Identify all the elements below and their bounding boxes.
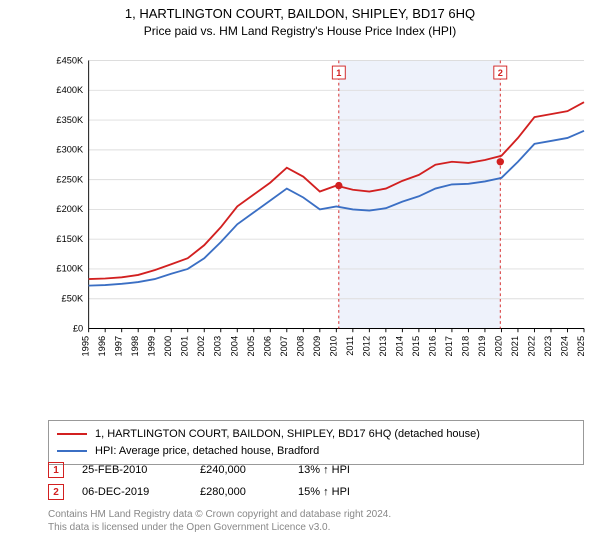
svg-text:£0: £0 xyxy=(73,323,83,333)
svg-text:2001: 2001 xyxy=(180,336,190,357)
svg-text:2021: 2021 xyxy=(510,336,520,357)
svg-text:2016: 2016 xyxy=(427,336,437,357)
svg-text:1997: 1997 xyxy=(114,336,124,357)
svg-text:2000: 2000 xyxy=(163,336,173,357)
datapoint-pct: 13% ↑ HPI xyxy=(298,464,378,476)
svg-text:£250K: £250K xyxy=(56,174,84,184)
legend-swatch xyxy=(57,450,87,452)
footer-line-2: This data is licensed under the Open Gov… xyxy=(48,521,584,534)
chart-subtitle: Price paid vs. HM Land Registry's House … xyxy=(0,21,600,42)
datapoint-pct: 15% ↑ HPI xyxy=(298,486,378,498)
svg-text:2015: 2015 xyxy=(411,336,421,357)
price-chart: £0 £50K £100K £150K £200K £250K £300K £350K £400… xyxy=(48,48,584,378)
svg-text:£450K: £450K xyxy=(56,55,84,65)
svg-text:£300K: £300K xyxy=(56,145,84,155)
datapoint-row: 2 06-DEC-2019 £280,000 15% ↑ HPI xyxy=(48,484,584,500)
svg-text:2024: 2024 xyxy=(559,336,569,357)
svg-text:2011: 2011 xyxy=(345,336,355,356)
svg-text:£400K: £400K xyxy=(56,85,84,95)
chart-container: 1, HARTLINGTON COURT, BAILDON, SHIPLEY, … xyxy=(0,0,600,560)
svg-text:2017: 2017 xyxy=(444,336,454,357)
legend-label: 1, HARTLINGTON COURT, BAILDON, SHIPLEY, … xyxy=(95,426,480,443)
svg-text:1998: 1998 xyxy=(130,336,140,357)
legend-swatch xyxy=(57,433,87,435)
datapoint-marker: 1 xyxy=(48,462,64,478)
datapoint-row: 1 25-FEB-2010 £240,000 13% ↑ HPI xyxy=(48,462,584,478)
datapoint-price: £280,000 xyxy=(200,486,280,498)
svg-text:2009: 2009 xyxy=(312,336,322,357)
svg-text:2004: 2004 xyxy=(229,336,239,357)
svg-text:2010: 2010 xyxy=(328,336,338,357)
legend-label: HPI: Average price, detached house, Brad… xyxy=(95,443,319,460)
legend-item: HPI: Average price, detached house, Brad… xyxy=(57,443,575,460)
datapoint-table: 1 25-FEB-2010 £240,000 13% ↑ HPI 2 06-DEC-201… xyxy=(48,462,584,506)
svg-text:2014: 2014 xyxy=(394,336,404,357)
svg-text:2019: 2019 xyxy=(477,336,487,357)
legend-item: 1, HARTLINGTON COURT, BAILDON, SHIPLEY, … xyxy=(57,426,575,443)
svg-text:2007: 2007 xyxy=(279,336,289,357)
svg-text:1996: 1996 xyxy=(97,336,107,357)
datapoint-date: 25-FEB-2010 xyxy=(82,464,182,476)
svg-text:2013: 2013 xyxy=(378,336,388,357)
svg-text:2020: 2020 xyxy=(493,336,503,357)
svg-text:2025: 2025 xyxy=(576,336,586,357)
chart-title: 1, HARTLINGTON COURT, BAILDON, SHIPLEY, … xyxy=(0,0,600,21)
svg-text:2005: 2005 xyxy=(246,336,256,357)
svg-text:1995: 1995 xyxy=(81,336,91,357)
svg-text:1: 1 xyxy=(336,68,341,78)
datapoint-price: £240,000 xyxy=(200,464,280,476)
datapoint-marker: 2 xyxy=(48,484,64,500)
datapoint-date: 06-DEC-2019 xyxy=(82,486,182,498)
svg-text:£50K: £50K xyxy=(62,294,84,304)
svg-text:£150K: £150K xyxy=(56,234,84,244)
legend-box: 1, HARTLINGTON COURT, BAILDON, SHIPLEY, … xyxy=(48,420,584,465)
svg-text:2022: 2022 xyxy=(526,336,536,357)
svg-text:2012: 2012 xyxy=(361,336,371,357)
svg-text:£350K: £350K xyxy=(56,115,84,125)
svg-text:2002: 2002 xyxy=(196,336,206,357)
svg-text:1999: 1999 xyxy=(147,336,157,357)
svg-text:2006: 2006 xyxy=(262,336,272,357)
footer-line-1: Contains HM Land Registry data © Crown c… xyxy=(48,508,584,521)
svg-text:2008: 2008 xyxy=(295,336,305,357)
footer-text: Contains HM Land Registry data © Crown c… xyxy=(48,508,584,534)
svg-text:2003: 2003 xyxy=(213,336,223,357)
svg-text:2: 2 xyxy=(498,68,503,78)
svg-text:£100K: £100K xyxy=(56,264,84,274)
svg-text:£200K: £200K xyxy=(56,204,84,214)
svg-text:2023: 2023 xyxy=(543,336,553,357)
svg-text:2018: 2018 xyxy=(460,336,470,357)
